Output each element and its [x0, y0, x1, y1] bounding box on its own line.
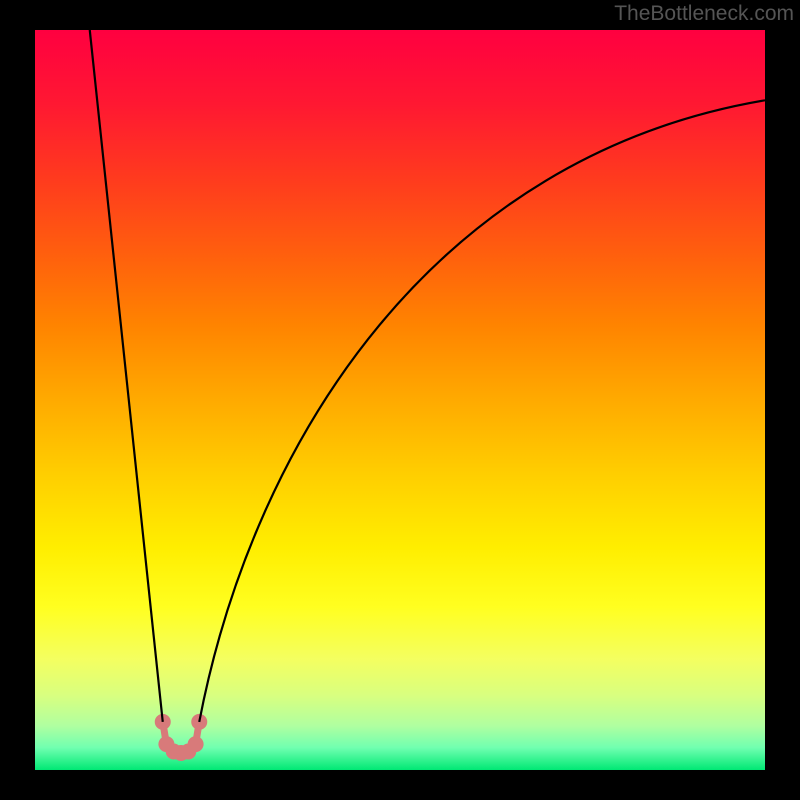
bottom-marker-dot: [188, 736, 204, 752]
chart-container: TheBottleneck.com: [0, 0, 800, 800]
curve-overlay: [35, 30, 765, 770]
attribution-text: TheBottleneck.com: [614, 2, 794, 26]
plot-area: [35, 30, 765, 770]
curve-left-branch: [90, 30, 163, 722]
curve-right-branch: [199, 100, 765, 722]
